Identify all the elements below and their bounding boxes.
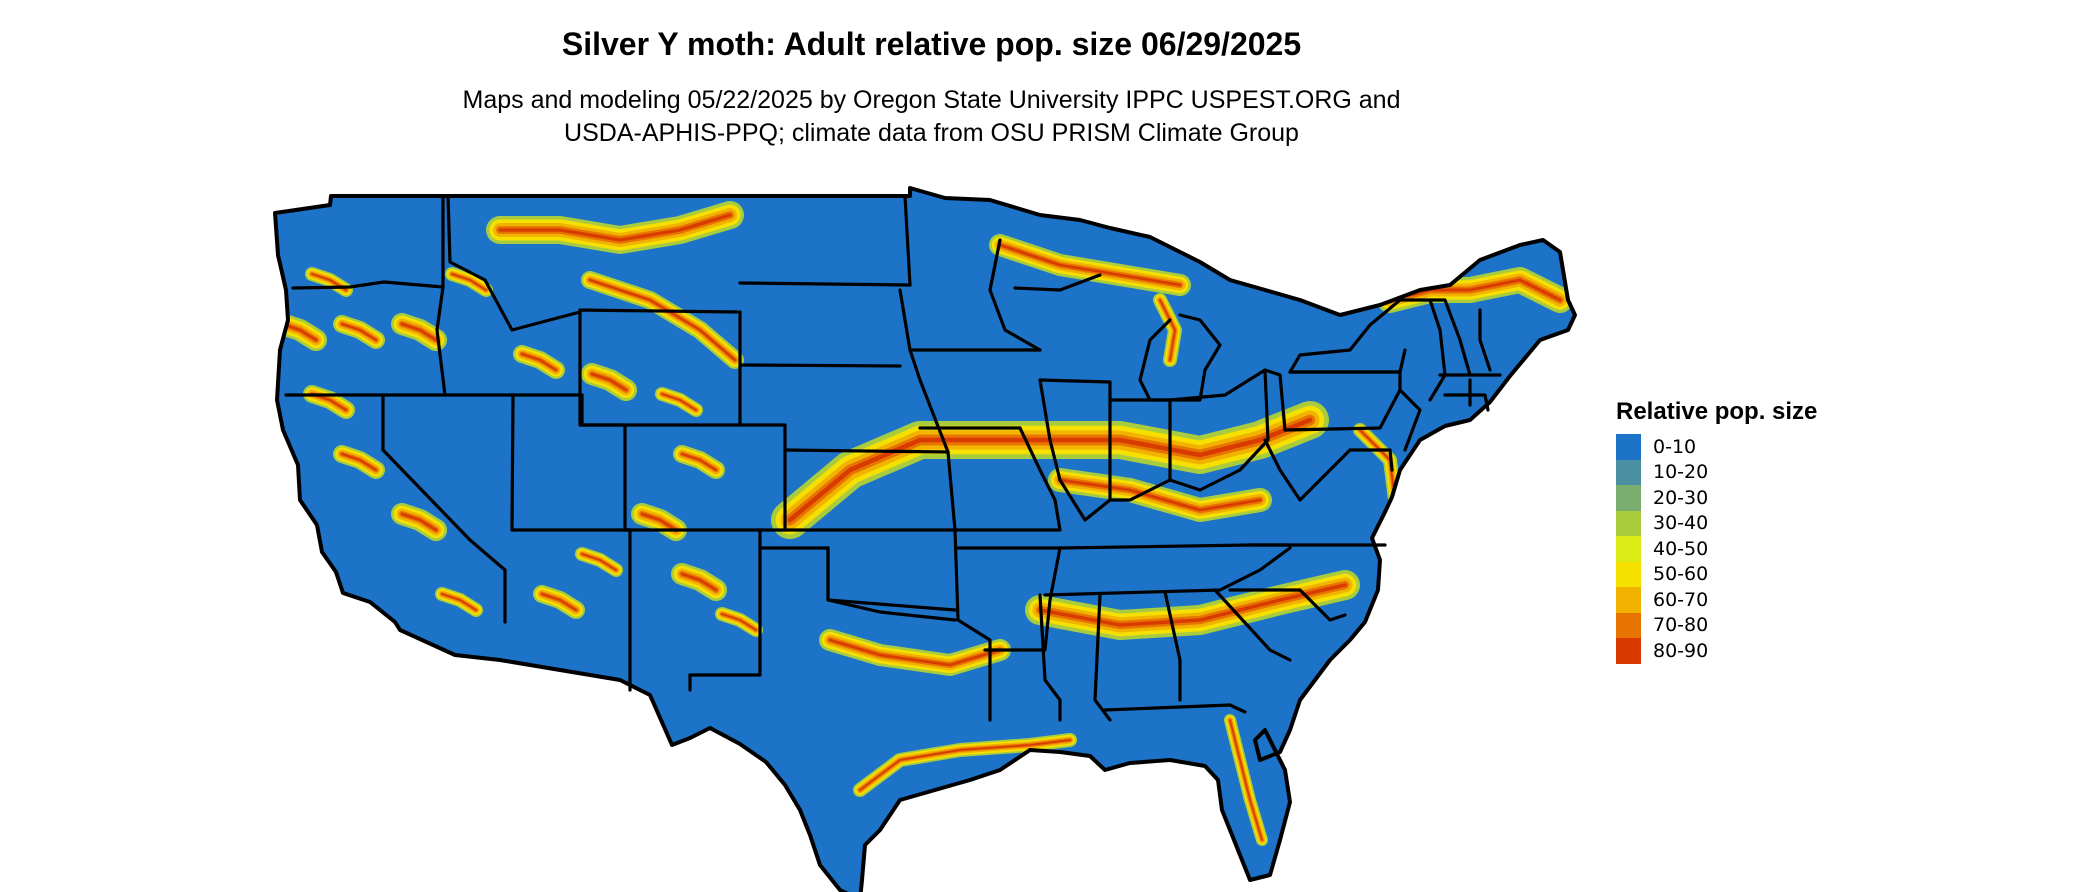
border-vt-nh — [1428, 298, 1472, 377]
border-sd-mn-ia — [898, 288, 950, 454]
border-la-ms — [1038, 593, 1062, 722]
legend-item: 70-80 — [1616, 612, 1817, 638]
border-ok-ar — [953, 528, 960, 622]
legend-swatch — [1616, 434, 1641, 460]
legend-item: 60-70 — [1616, 587, 1817, 613]
legend-label: 10-20 — [1653, 461, 1709, 484]
legend: Relative pop. size 0-10 10-20 20-30 30-40 40… — [1616, 398, 1817, 664]
border-ok-tx-red — [826, 546, 957, 622]
border-nc-sc — [1228, 588, 1347, 622]
legend-item: 10-20 — [1616, 459, 1817, 485]
border-mn-wi — [988, 238, 1042, 352]
us-outline — [273, 186, 1577, 892]
border-wy — [578, 310, 742, 427]
legend-label: 40-50 — [1653, 537, 1709, 560]
legend-label: 30-40 — [1653, 512, 1709, 535]
border-tn-south — [1043, 546, 1292, 597]
subtitle-line-1: Maps and modeling 05/22/2025 by Oregon S… — [462, 86, 1401, 114]
border-ne-ks — [783, 448, 950, 454]
border-wi-il — [1038, 378, 1112, 384]
border-mo — [946, 426, 1062, 532]
border-mi-upper — [1013, 273, 1102, 292]
subtitle-line-2: USDA-APHIS-PPQ; climate data from OSU PR… — [564, 119, 1299, 147]
legend-label: 70-80 — [1653, 614, 1709, 637]
border-wv-va — [1263, 438, 1352, 502]
legend-label: 60-70 — [1653, 588, 1709, 611]
legend-swatch — [1616, 612, 1641, 638]
legend-swatch — [1616, 536, 1641, 562]
legend-item: 20-30 — [1616, 485, 1817, 511]
border-mt-south — [578, 308, 739, 314]
border-sd-ne — [738, 363, 902, 368]
legend-item: 40-50 — [1616, 536, 1817, 562]
border-ga-sc — [1213, 588, 1292, 662]
border-ca-nv — [381, 393, 507, 624]
legend-swatch — [1616, 485, 1641, 511]
border-ga-fl — [1103, 703, 1247, 714]
legend-items: 0-10 10-20 20-30 30-40 40-50 50-60 60-70 70-80 8… — [1616, 434, 1817, 664]
border-ar — [956, 546, 1062, 652]
legend-swatch — [1616, 510, 1641, 536]
border-id-west — [435, 194, 447, 397]
map-title: Silver Y moth: Adult relative pop. size … — [561, 26, 1302, 62]
border-nm-east — [688, 528, 762, 692]
border-ma-ct-ri — [1438, 373, 1502, 412]
legend-swatch — [1616, 561, 1641, 587]
border-ny-pa — [1288, 348, 1407, 374]
border-nh-me — [1478, 308, 1492, 372]
border-nv-ut — [510, 393, 515, 532]
legend-swatch — [1616, 587, 1641, 613]
border-tx-la — [956, 618, 992, 722]
legend-swatch — [1616, 638, 1641, 664]
border-co-east — [738, 423, 787, 532]
border-ms-al — [1093, 593, 1112, 722]
border-nj — [1398, 388, 1422, 452]
map-subtitle: Maps and modeling 05/22/2025 by Oregon S… — [0, 84, 1863, 150]
border-al-ga — [1163, 590, 1182, 702]
border-wa-or — [291, 280, 445, 290]
border-mi-lower — [1138, 313, 1222, 402]
legend-label: 80-90 — [1653, 639, 1709, 662]
legend-item: 0-10 — [1616, 434, 1817, 460]
legend-label: 0-10 — [1653, 435, 1697, 458]
border-nd-sd — [738, 281, 912, 287]
border-nd-mn — [903, 194, 912, 287]
legend-item: 30-40 — [1616, 510, 1817, 536]
border-ny — [1288, 298, 1447, 402]
legend-label: 20-30 — [1653, 486, 1709, 509]
state-borders — [284, 194, 1502, 722]
legend-item: 50-60 — [1616, 561, 1817, 587]
border-il — [1038, 378, 1112, 522]
legend-swatch — [1616, 459, 1641, 485]
border-md-de — [1348, 448, 1394, 472]
border-oh — [1168, 368, 1270, 492]
legend-label: 50-60 — [1653, 563, 1709, 586]
legend-title: Relative pop. size — [1616, 398, 1818, 425]
border-id-mt — [446, 194, 582, 332]
legend-item: 80-90 — [1616, 638, 1817, 664]
